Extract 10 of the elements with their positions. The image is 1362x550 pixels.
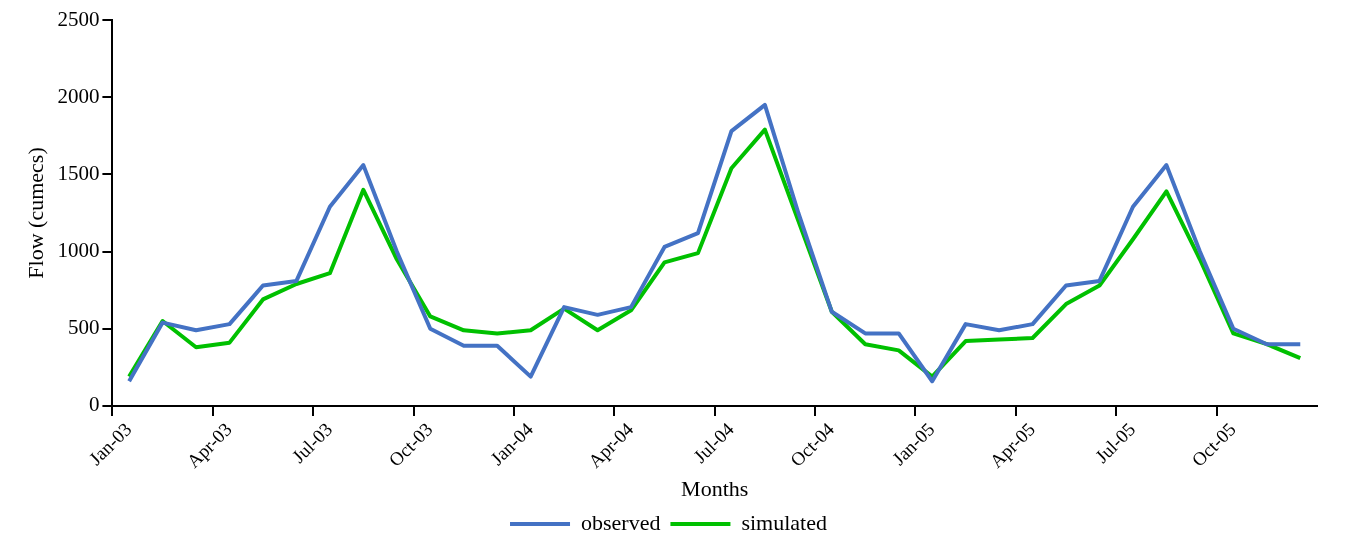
x-axis-title: Months (681, 475, 749, 501)
y-tick-label: 500 (67, 315, 100, 340)
y-tick-label: 2000 (57, 83, 100, 108)
y-tick-label: 1000 (57, 238, 100, 263)
y-tick-label: 0 (88, 392, 100, 417)
legend-label: observed (581, 509, 661, 535)
legend-label: simulated (741, 509, 827, 535)
y-tick-label: 2500 (57, 6, 100, 31)
y-axis-title: Flow (cumecs) (22, 147, 48, 279)
y-tick-label: 1500 (57, 160, 100, 185)
